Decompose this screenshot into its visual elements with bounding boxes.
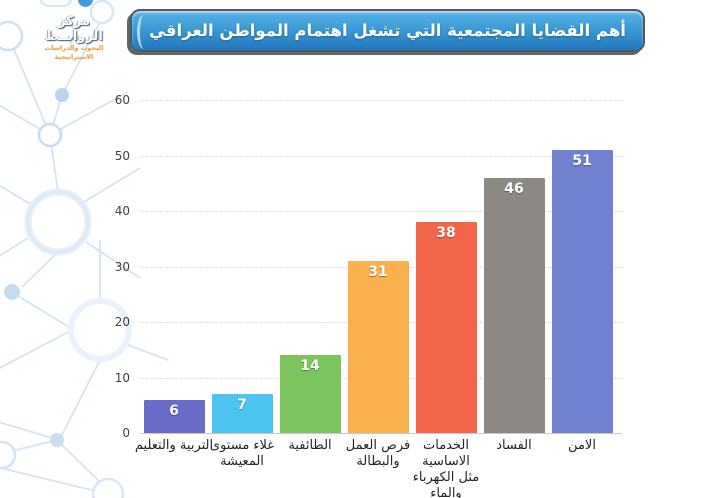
- y-tick-label-20: 20: [114, 315, 130, 329]
- y-tick-label-50: 50: [114, 148, 130, 163]
- y-tick-label-40: 40: [114, 204, 130, 218]
- category-label-4: فرص العمل والبطالة: [345, 438, 411, 469]
- category-label-3: الطائفية: [288, 438, 332, 453]
- bar-value-label: 6: [169, 402, 179, 419]
- x-axis-baseline: [140, 433, 622, 434]
- bar-7: 51: [551, 149, 613, 433]
- bar-2: 7: [211, 394, 273, 433]
- y-tick-label-10: 10: [114, 370, 130, 385]
- gridline-60: [140, 100, 622, 101]
- y-tick-label-60: 60: [114, 93, 130, 107]
- category-label-6: الفساد: [496, 438, 532, 453]
- y-tick-label-30: 30: [114, 259, 130, 274]
- bar-4: 31: [347, 260, 409, 433]
- y-tick-label-0: 0: [122, 426, 130, 440]
- bar-3: 14: [279, 355, 341, 433]
- bar-value-label: 14: [300, 358, 320, 375]
- logo-title: مركز الروابــط: [45, 14, 103, 44]
- chart-title: أهم القضايا المجتمعية التي تشغل اهتمام ا…: [149, 21, 626, 40]
- bar-value-label: 38: [436, 225, 456, 242]
- title-banner: أهم القضايا المجتمعية التي تشغل اهتمام ا…: [130, 9, 645, 52]
- bar-1: 6: [143, 399, 205, 433]
- bar-value-label: 51: [572, 152, 592, 169]
- banner-accent-decoration: [137, 15, 151, 49]
- category-label-2: غلاء مستوى المعيشة: [209, 438, 275, 469]
- gridline-50: [140, 155, 622, 157]
- bar-value-label: 31: [368, 263, 388, 280]
- bar-value-label: 46: [504, 180, 524, 197]
- logo-subtitle: البحوث والدراسات الاستراتيجية: [44, 44, 104, 61]
- category-label-5: الخدمات الاساسية مثل الكهرباء والماء: [412, 438, 480, 498]
- bar-5: 38: [415, 222, 477, 433]
- gridline-40: [140, 211, 622, 212]
- logo-link-icon: [28, 0, 120, 12]
- bar-6: 46: [483, 177, 545, 433]
- category-label-7: الامن: [568, 438, 596, 453]
- logo: مركز الروابــط البحوث والدراسات الاسترات…: [28, 0, 120, 62]
- bar-value-label: 7: [237, 397, 247, 414]
- category-label-1: التربية والتعليم: [134, 438, 214, 453]
